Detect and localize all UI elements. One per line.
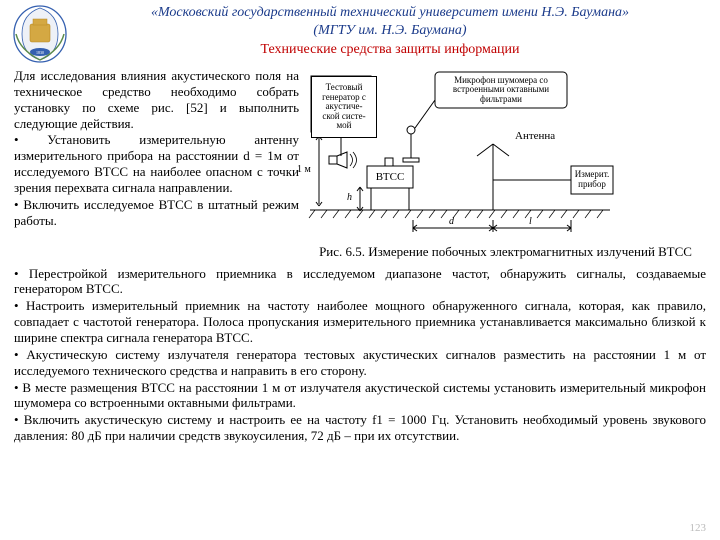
meter-box: Измерит. прибор bbox=[571, 166, 613, 194]
full-bullet-2: • Настроить измерительный приемник на ча… bbox=[14, 298, 706, 346]
full-bullet-1: • Перестройкой измерительного приемника … bbox=[14, 266, 706, 298]
figure-diagram: Тестовый генератор с акустиче- ской сист… bbox=[305, 70, 615, 240]
header: 1830 «Московский государственный техниче… bbox=[0, 0, 720, 64]
full-bullet-3: • Акустическую систему излучателя генера… bbox=[14, 347, 706, 379]
title-block: «Московский государственный технический … bbox=[70, 4, 710, 60]
content: Для исследования влияния акустического п… bbox=[0, 64, 720, 444]
mic-box: Микрофон шумомера со встроенными октавны… bbox=[437, 74, 565, 106]
gen-box: Тестовый генератор с акустиче- ской сист… bbox=[311, 76, 377, 138]
h-label: h bbox=[347, 192, 352, 204]
left-bullet-2: • Включить исследуемое ВТСС в штатный ре… bbox=[14, 197, 299, 229]
one-m-label: 1 м bbox=[297, 164, 311, 176]
left-column: Для исследования влияния акустического п… bbox=[14, 68, 299, 260]
university-emblem: 1830 bbox=[10, 4, 70, 64]
figure-caption: Рис. 6.5. Измерение побочных электромагн… bbox=[305, 244, 706, 260]
full-bullet-4: • В месте размещения ВТСС на расстоянии … bbox=[14, 380, 706, 412]
left-bullet-1: • Установить измерительную антенну измер… bbox=[14, 132, 299, 195]
right-column: Тестовый генератор с акустиче- ской сист… bbox=[305, 68, 706, 260]
full-bullet-5: • Включить акустическую систему и настро… bbox=[14, 412, 706, 444]
svg-text:1830: 1830 bbox=[36, 50, 44, 55]
antenna-label: Антенна bbox=[515, 130, 555, 143]
page-number: 123 bbox=[690, 522, 707, 534]
l-label: l bbox=[529, 216, 532, 228]
intro-paragraph: Для исследования влияния акустического п… bbox=[14, 68, 299, 131]
full-width-text: • Перестройкой измерительного приемника … bbox=[14, 266, 706, 444]
university-name-line2: (МГТУ им. Н.Э. Баумана) bbox=[70, 22, 710, 40]
btcc-box: ВТСС bbox=[367, 166, 413, 188]
d-label: d bbox=[449, 216, 454, 228]
university-name-line1: «Московский государственный технический … bbox=[70, 4, 710, 22]
course-subtitle: Технические средства защиты информации bbox=[70, 40, 710, 60]
top-row: Для исследования влияния акустического п… bbox=[14, 68, 706, 260]
